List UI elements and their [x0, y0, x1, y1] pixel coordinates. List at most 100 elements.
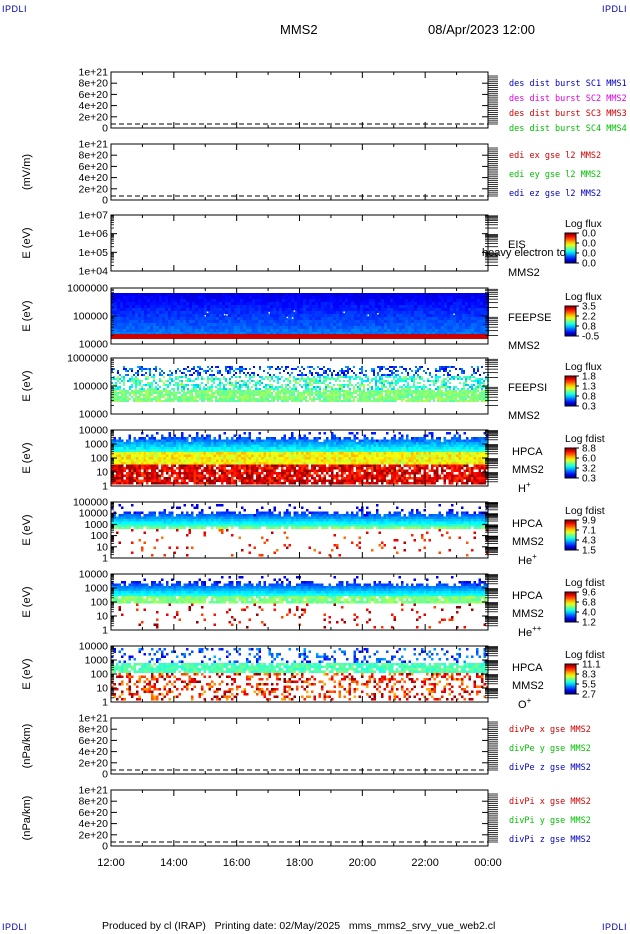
- corner-label-bottom-left: IPDLI: [2, 922, 28, 932]
- y-axis-label: E (eV): [21, 658, 33, 689]
- colorbar-tick-label: 0.8: [582, 392, 596, 403]
- panel-p5: 1000000 100000 10000 E (eV) FEEPSI MMS2 Log fl…: [21, 353, 603, 423]
- y-tick-label: 8e+20: [79, 78, 109, 90]
- panel-p4: 1000000 100000 10000 E (eV) FEEPSE MMS2 Log fl…: [21, 283, 603, 353]
- colorbar-title: Log flux: [565, 218, 603, 230]
- colorbar-tick-label: 1.2: [582, 618, 596, 629]
- y-tick-label: 1e+21: [79, 139, 109, 151]
- y-tick-label: 2e+20: [79, 829, 109, 841]
- colorbar-tick-label: 5.5: [582, 680, 596, 691]
- time-tick-label: 12:00: [97, 857, 125, 869]
- panel-p6: 10000 1000 100 10 1 E (eV) HPCA MMS2 H+ Log fdist…: [21, 425, 605, 496]
- y-tick-label: 10000: [79, 569, 108, 581]
- y-tick-label: 1e+21: [79, 67, 109, 79]
- y-tick-label: 1000000: [67, 353, 108, 365]
- time-tick-label: 16:00: [223, 857, 251, 869]
- spacecraft-label: MMS2: [512, 608, 544, 620]
- y-tick-label: 1: [102, 625, 108, 637]
- heatmap-cells: [111, 432, 489, 485]
- y-tick-label: 1: [102, 481, 108, 493]
- legend-entry: divPe y gse MMS2: [509, 744, 591, 754]
- spacecraft-label: MMS2: [508, 410, 540, 422]
- colorbar: [564, 232, 577, 264]
- y-tick-label: 4e+20: [79, 818, 109, 830]
- y-tick-label: 100000: [73, 497, 108, 509]
- colorbar-tick-label: 0.0: [582, 249, 596, 260]
- y-axis-label: E (eV): [21, 514, 33, 545]
- panel-p3: 1e+07 1e+06 1e+05 1e+04 E (eV) EIS MMS2 heavy e…: [21, 210, 603, 280]
- y-tick-label: 100000: [73, 381, 108, 393]
- spacecraft-label: MMS2: [512, 464, 544, 476]
- legend-entry: divPi z gse MMS2: [509, 835, 591, 845]
- y-tick-label: 100: [90, 530, 108, 542]
- colorbar: [564, 447, 577, 479]
- colorbar-title: Log fdist: [565, 433, 605, 445]
- time-tick-label: 14:00: [160, 857, 188, 869]
- y-tick-label: 1000: [85, 583, 109, 595]
- heatmap-cells: [111, 648, 489, 701]
- colorbar: [564, 519, 577, 551]
- colorbar-tick-label: 0.0: [582, 239, 596, 250]
- y-tick-label: 10: [96, 541, 108, 553]
- y-tick-label: 1e+21: [79, 785, 109, 797]
- colorbar-tick-label: 3.5: [582, 302, 596, 313]
- y-tick-label: 10: [96, 683, 108, 695]
- y-tick-label: 8e+20: [79, 796, 109, 808]
- panel-frame: [110, 214, 489, 272]
- y-tick-label: 0: [102, 769, 108, 781]
- y-tick-label: 4e+20: [79, 100, 109, 112]
- y-tick-label: 10000: [79, 508, 108, 520]
- y-tick-label: 1e+05: [79, 247, 109, 259]
- panel-frame: [110, 789, 489, 847]
- species-label: O+: [518, 696, 532, 711]
- y-tick-label: 4e+20: [79, 172, 109, 184]
- y-tick-label: 10000: [79, 425, 108, 437]
- y-tick-label: 10: [96, 611, 108, 623]
- y-axis-label: E (eV): [21, 300, 33, 331]
- footer-credit: Produced by cl (IRAP) Printing date: 02/…: [102, 920, 496, 932]
- instrument-label: FEEPSI: [508, 382, 547, 394]
- y-tick-label: 10000: [79, 409, 108, 421]
- plot-title: MMS2: [280, 22, 318, 37]
- legend-entry: edi ex gse l2 MMS2: [509, 151, 601, 161]
- legend-entry: divPe x gse MMS2: [509, 725, 591, 735]
- instrument-label: HPCA: [512, 662, 543, 674]
- overlay-label: heavy electron to: [482, 247, 566, 259]
- y-tick-label: 2e+20: [79, 183, 109, 195]
- colorbar-tick-label: 9.9: [582, 516, 596, 527]
- y-tick-label: 1000: [85, 519, 109, 531]
- y-tick-label: 10000: [79, 339, 108, 351]
- instrument-label: FEEPSE: [508, 312, 551, 324]
- colorbar-tick-label: 4.0: [582, 608, 596, 619]
- colorbar-tick-label: 0.3: [582, 474, 596, 485]
- panel-frame: [110, 143, 489, 201]
- legend-entry: edi ey gse l2 MMS2: [509, 170, 601, 180]
- y-tick-label: 1e+21: [79, 713, 109, 725]
- legend-entry: des dist burst SC1 MMS1: [509, 79, 627, 89]
- y-axis-label: E (eV): [21, 442, 33, 473]
- corner-label-top-right: IPDLI: [602, 4, 628, 14]
- colorbar-tick-label: 0.0: [582, 259, 596, 270]
- colorbar-tick-label: 8.8: [582, 444, 596, 455]
- panel-frame: [110, 71, 489, 129]
- y-tick-label: 100000: [73, 311, 108, 323]
- colorbar-tick-label: 4.3: [582, 536, 596, 547]
- y-tick-label: 2e+20: [79, 757, 109, 769]
- y-axis-label: E (eV): [21, 370, 33, 401]
- y-tick-label: 6e+20: [79, 735, 109, 747]
- panel-frame: [110, 501, 489, 559]
- y-tick-label: 0: [102, 841, 108, 853]
- species-label: He+: [518, 552, 537, 567]
- spacecraft-label: MMS2: [508, 340, 540, 352]
- y-tick-label: 0: [102, 123, 108, 135]
- legend-entry: des dist burst SC2 MMS2: [509, 94, 627, 104]
- spacecraft-label: MMS2: [512, 680, 544, 692]
- colorbar-title: Log flux: [565, 361, 603, 373]
- colorbar-tick-label: 3.2: [582, 464, 596, 475]
- colorbar-tick-label: 1.5: [582, 546, 596, 557]
- y-tick-label: 8e+20: [79, 724, 109, 736]
- colorbar-tick-label: 7.1: [582, 526, 596, 537]
- colorbar-tick-label: 6.8: [582, 598, 596, 609]
